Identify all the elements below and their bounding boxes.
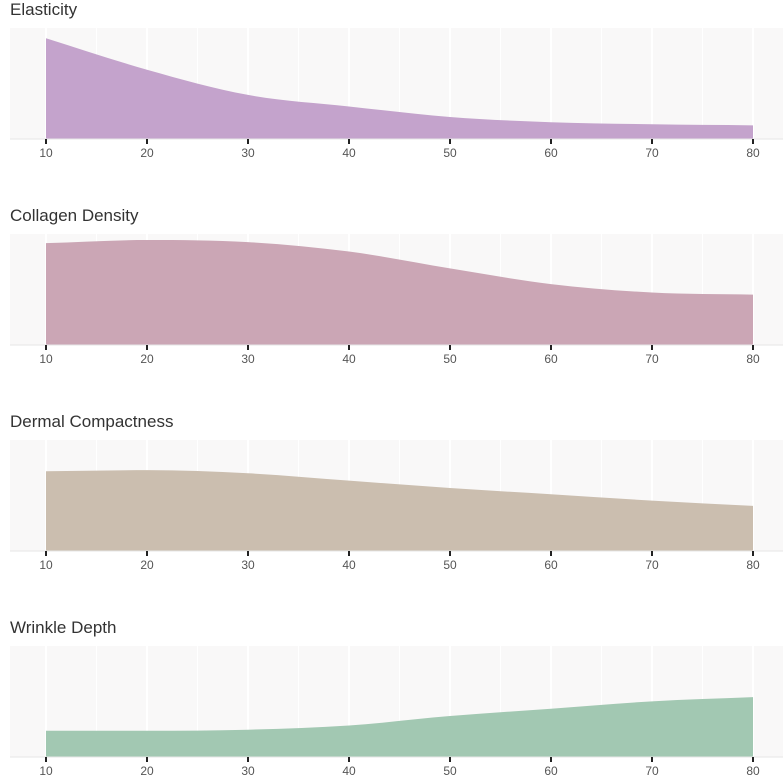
x-tick-label: 40: [342, 352, 356, 366]
chart-panel-1: Elasticity 10 20 30 40 50 60 70 80: [10, 0, 783, 160]
area-series: [46, 38, 753, 140]
chart-panel-2: Collagen Density 10 20 30 40 50 60 70 80: [10, 206, 783, 366]
area-series: [46, 697, 753, 757]
x-tick-label: 80: [746, 558, 760, 572]
x-tick-label: 50: [443, 764, 457, 778]
x-tick-label: 10: [39, 352, 53, 366]
chart-title: Dermal Compactness: [10, 412, 173, 431]
x-tick-label: 10: [39, 558, 53, 572]
x-tick-label: 60: [544, 146, 558, 160]
x-tick-label: 80: [746, 764, 760, 778]
x-tick-label: 60: [544, 352, 558, 366]
x-tick-label: 20: [140, 558, 154, 572]
chart-title: Wrinkle Depth: [10, 618, 116, 637]
x-tick-label: 10: [39, 764, 53, 778]
x-tick-label: 70: [645, 146, 659, 160]
chart-title: Collagen Density: [10, 206, 139, 225]
x-tick-label: 40: [342, 146, 356, 160]
x-tick-label: 70: [645, 352, 659, 366]
chart-panel-3: Dermal Compactness 10 20 30 40 50 60 70 80: [10, 412, 783, 572]
x-tick-label: 70: [645, 764, 659, 778]
x-tick-label: 10: [39, 146, 53, 160]
x-tick-label: 40: [342, 764, 356, 778]
x-tick-label: 70: [645, 558, 659, 572]
chart-panel-4: Wrinkle Depth 10 20 30 40 50 60 70 80: [10, 618, 783, 778]
x-tick-label: 30: [241, 764, 255, 778]
x-tick-label: 50: [443, 558, 457, 572]
x-tick-label: 20: [140, 764, 154, 778]
x-tick-label: 60: [544, 764, 558, 778]
x-tick-label: 40: [342, 558, 356, 572]
x-tick-label: 50: [443, 146, 457, 160]
area-series: [46, 470, 753, 551]
x-tick-label: 30: [241, 146, 255, 160]
chart-title: Elasticity: [10, 0, 78, 19]
x-tick-label: 20: [140, 146, 154, 160]
x-tick-label: 50: [443, 352, 457, 366]
x-tick-label: 80: [746, 352, 760, 366]
x-tick-label: 20: [140, 352, 154, 366]
x-tick-label: 60: [544, 558, 558, 572]
x-tick-label: 30: [241, 558, 255, 572]
x-tick-label: 30: [241, 352, 255, 366]
x-tick-label: 80: [746, 146, 760, 160]
area-series: [46, 240, 753, 345]
